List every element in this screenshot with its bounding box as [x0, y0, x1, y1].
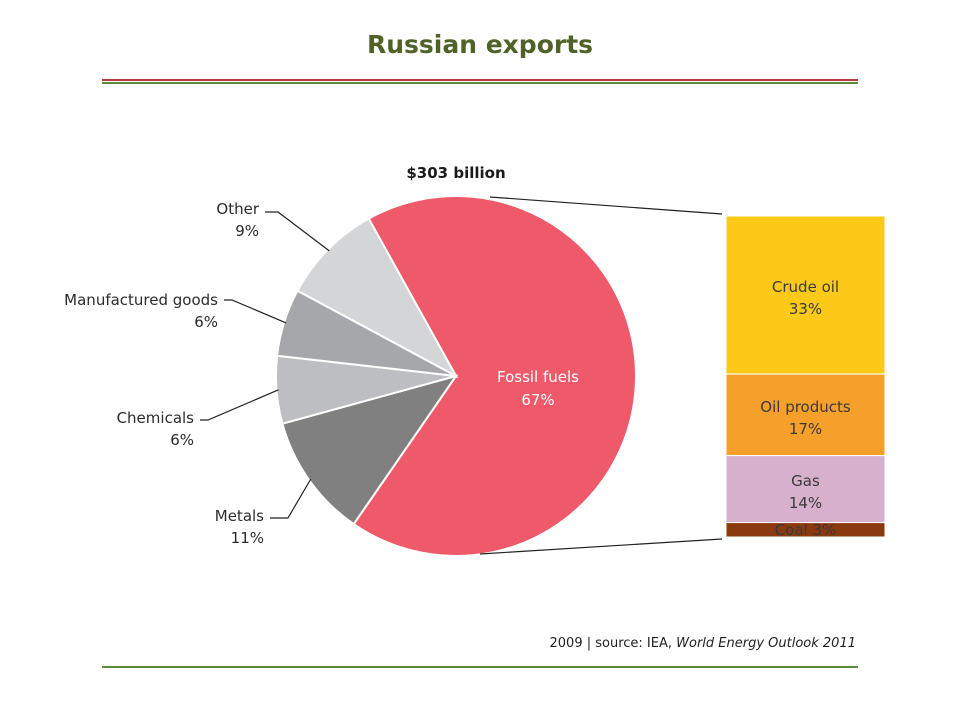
- pie-label-chemicals: Chemicals: [117, 409, 195, 427]
- bar-segment-gas: [725, 455, 886, 524]
- source-prefix: 2009 | source: IEA,: [549, 636, 677, 651]
- pie-slice-metals: [281, 374, 459, 526]
- pie-label-fossil-fuels: Fossil fuels: [497, 368, 579, 386]
- bar-value-crude-oil: 33%: [789, 300, 822, 318]
- connector-line-top: [489, 196, 723, 215]
- bar-value-oil-products: 17%: [789, 420, 822, 438]
- connector-line-bottom: [479, 538, 723, 555]
- pie-value-fossil-fuels: 67%: [521, 391, 554, 409]
- bar-label-crude-oil: Crude oil: [772, 278, 839, 296]
- bar-value-gas: 14%: [789, 494, 822, 512]
- fossil-fuels-breakdown-bar: Crude oil 33% Oil products 17% Gas 14% Coal 3%: [479, 196, 886, 555]
- pie-value-metals: 11%: [231, 529, 264, 547]
- leader-line-manufactured-goods: [224, 299, 287, 324]
- pie-callouts: Metals 11% Chemicals 6% Manufactured goods 6%…: [64, 200, 330, 547]
- leader-line-other: [265, 211, 330, 252]
- title-divider-red: [102, 79, 858, 81]
- title-divider-green: [102, 82, 858, 84]
- leader-line-chemicals: [200, 389, 279, 421]
- pie-value-manufactured-goods: 6%: [194, 313, 218, 331]
- bar-label-coal: Coal 3%: [775, 521, 837, 539]
- source-note: 2009 | source: IEA, World Energy Outlook…: [550, 636, 856, 651]
- bar-label-oil-products: Oil products: [760, 398, 851, 416]
- pie-label-manufactured-goods: Manufactured goods: [64, 291, 218, 309]
- pie-label-other: Other: [216, 200, 259, 218]
- bar-segment-oil-products: [725, 373, 886, 457]
- page-title: Russian exports: [366, 30, 594, 59]
- bar-label-gas: Gas: [791, 472, 820, 490]
- bar-segment-coal: [725, 522, 886, 538]
- pie-value-chemicals: 6%: [170, 431, 194, 449]
- leader-line-metals: [270, 478, 312, 519]
- pie-slice-fossil-fuels: [352, 195, 637, 557]
- pie-label-metals: Metals: [215, 507, 264, 525]
- chart-total-label: $303 billion: [406, 164, 505, 182]
- footer-divider: [102, 666, 858, 668]
- pie-value-other: 9%: [235, 222, 259, 240]
- pie-chart: Fossil fuels 67%: [274, 195, 637, 557]
- source-title: World Energy Outlook 2011: [676, 636, 856, 651]
- bar-segment-crude-oil: [725, 215, 886, 375]
